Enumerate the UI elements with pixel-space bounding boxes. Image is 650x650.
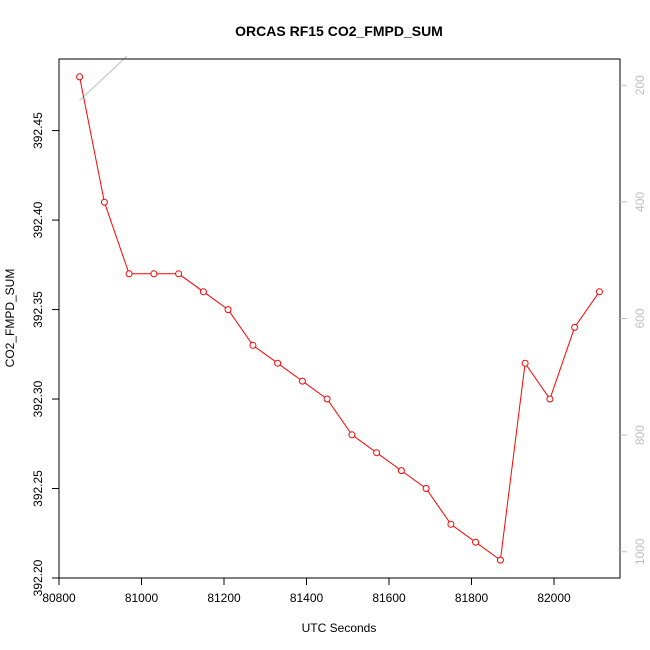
x-tick-label: 80800 xyxy=(42,591,76,605)
data-point xyxy=(472,538,480,546)
data-point xyxy=(546,395,554,403)
data-point xyxy=(274,359,282,367)
data-point xyxy=(323,395,331,403)
data-point xyxy=(125,270,133,278)
y-tick-label: 392.40 xyxy=(31,201,45,238)
chart-title: ORCAS RF15 CO2_FMPD_SUM xyxy=(235,23,443,39)
y-tick-label: 392.25 xyxy=(31,470,45,507)
y-tick-label: 392.45 xyxy=(31,112,45,149)
data-point xyxy=(447,520,455,528)
y-tick-label: 392.35 xyxy=(31,291,45,328)
x-axis-label: UTC Seconds xyxy=(302,621,377,635)
right-series-line xyxy=(79,55,128,101)
right-y-axis: 200 400 600 800 1000 xyxy=(620,75,647,565)
data-point xyxy=(175,270,183,278)
y-axis-label: CO2_FMPD_SUM xyxy=(3,269,17,368)
x-tick-label: 81200 xyxy=(207,591,241,605)
data-point xyxy=(496,556,504,564)
data-point xyxy=(348,431,356,439)
x-tick-label: 81600 xyxy=(372,591,406,605)
data-point xyxy=(150,270,158,278)
data-point xyxy=(571,323,579,331)
data-point xyxy=(249,341,257,349)
data-point xyxy=(76,73,84,81)
right-y-tick-label: 800 xyxy=(633,425,647,445)
right-y-tick-label: 1000 xyxy=(633,538,647,565)
x-tick-label: 82000 xyxy=(537,591,571,605)
data-point xyxy=(199,288,207,296)
data-point xyxy=(298,377,306,385)
data-point xyxy=(521,359,529,367)
x-axis: 80800 81000 81200 81400 81600 81800 82000 xyxy=(42,578,571,605)
plot-frame xyxy=(58,58,621,579)
series-line xyxy=(79,76,600,561)
right-y-tick-label: 600 xyxy=(633,308,647,328)
data-point xyxy=(100,198,108,206)
right-y-tick-label: 400 xyxy=(633,192,647,212)
x-tick-label: 81400 xyxy=(290,591,324,605)
y-axis: 392.20 392.25 392.30 392.35 392.40 392.45 xyxy=(31,112,59,596)
x-tick-label: 81800 xyxy=(455,591,489,605)
x-tick-label: 81000 xyxy=(125,591,159,605)
data-point xyxy=(373,449,381,457)
right-axis-series xyxy=(79,55,128,101)
right-y-tick-label: 200 xyxy=(633,75,647,95)
y-tick-label: 392.20 xyxy=(31,559,45,596)
data-series xyxy=(76,73,603,564)
data-point xyxy=(422,485,430,492)
y-tick-label: 392.30 xyxy=(31,380,45,417)
data-point xyxy=(224,306,232,314)
data-point xyxy=(595,288,603,296)
data-point xyxy=(397,467,405,475)
